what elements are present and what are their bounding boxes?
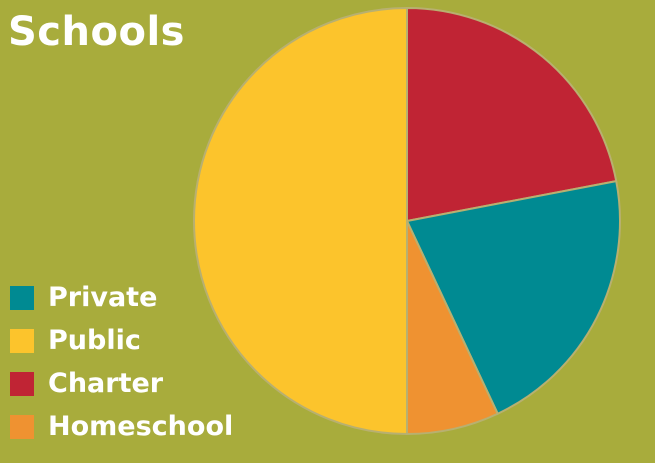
legend-swatch-private: [10, 285, 34, 310]
pie-slice-public: [193, 7, 408, 435]
legend-label-private: Private: [48, 282, 158, 313]
chart-title: Schools: [8, 9, 185, 55]
legend-item-charter: Charter: [10, 362, 233, 405]
legend-item-public: Public: [10, 319, 233, 362]
pie-slice-private: [406, 180, 621, 415]
legend-swatch-charter: [10, 371, 34, 396]
legend-swatch-public: [10, 328, 34, 353]
legend-swatch-homeschool: [10, 414, 34, 439]
legend-label-public: Public: [48, 325, 141, 356]
legend-item-private: Private: [10, 276, 233, 319]
legend-item-homeschool: Homeschool: [10, 405, 233, 448]
chart-legend: Private Public Charter Homeschool: [10, 276, 233, 448]
legend-label-charter: Charter: [48, 368, 164, 399]
pie-slice-charter: [406, 7, 618, 222]
legend-label-homeschool: Homeschool: [48, 411, 234, 442]
